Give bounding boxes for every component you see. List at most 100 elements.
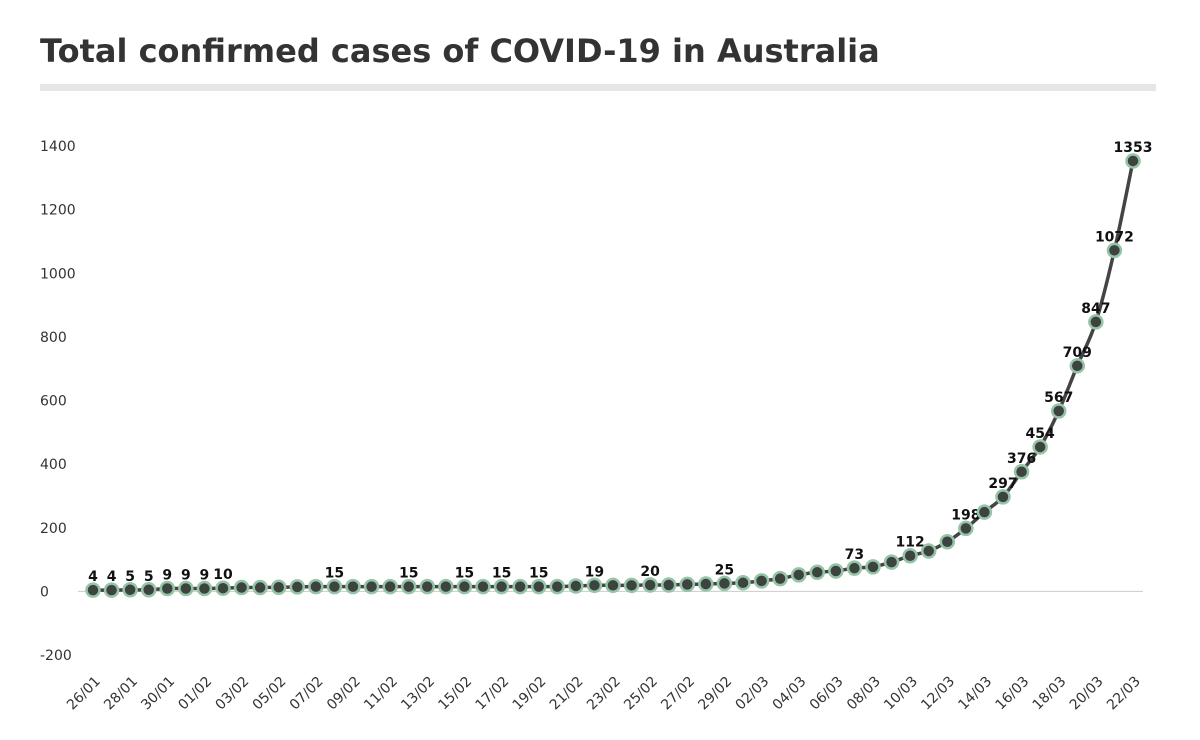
data-point xyxy=(772,570,788,587)
data-point xyxy=(438,578,454,595)
x-tick-label: 10/03 xyxy=(881,674,921,714)
data-point xyxy=(735,575,751,591)
data-point xyxy=(958,520,974,537)
data-label: 567 xyxy=(1044,390,1073,406)
data-point xyxy=(809,564,826,581)
data-point xyxy=(122,582,138,598)
data-point xyxy=(568,578,584,594)
data-point xyxy=(289,579,306,595)
data-point xyxy=(1125,153,1141,169)
x-tick-label: 11/02 xyxy=(361,674,401,714)
x-tick-label: 21/02 xyxy=(547,674,587,714)
data-label: 10 xyxy=(213,567,233,583)
data-point xyxy=(865,559,881,575)
y-tick-label: 0 xyxy=(40,584,49,600)
data-point xyxy=(790,567,807,583)
data-label: 709 xyxy=(1063,345,1092,361)
data-point xyxy=(419,578,436,595)
x-tick-label: 07/02 xyxy=(287,674,327,714)
data-point xyxy=(233,579,250,596)
x-tick-label: 04/03 xyxy=(770,674,810,714)
data-point xyxy=(345,578,361,595)
data-label: 15 xyxy=(325,566,344,582)
x-tick-label: 19/02 xyxy=(510,674,550,714)
data-point xyxy=(363,578,380,595)
y-tick-label: 1400 xyxy=(40,139,76,155)
x-tick-label: 02/03 xyxy=(733,674,773,714)
x-tick-label: 17/02 xyxy=(473,674,513,714)
data-label: 9 xyxy=(162,568,172,584)
data-point xyxy=(493,578,510,595)
data-point xyxy=(512,578,528,595)
y-tick-label: 1000 xyxy=(40,266,76,282)
data-point xyxy=(270,579,287,595)
data-point xyxy=(698,576,714,592)
data-point xyxy=(308,578,324,595)
series-line xyxy=(92,160,1135,592)
data-label: 15 xyxy=(492,566,511,582)
data-label: 5 xyxy=(144,569,154,585)
x-tick-label: 22/03 xyxy=(1104,674,1144,714)
title-rule xyxy=(40,84,1156,91)
data-point xyxy=(530,578,547,595)
data-point xyxy=(400,578,417,595)
data-point xyxy=(716,575,733,592)
x-tick-label: 06/03 xyxy=(807,674,847,714)
data-point xyxy=(605,577,621,594)
x-tick-label: 20/03 xyxy=(1067,674,1107,714)
data-label: 112 xyxy=(896,535,925,551)
x-tick-label: 13/02 xyxy=(398,674,438,714)
x-tick-label: 03/02 xyxy=(213,674,253,714)
data-point xyxy=(846,560,863,576)
x-tick-label: 09/02 xyxy=(324,674,364,714)
data-point xyxy=(642,577,658,593)
data-point xyxy=(1106,242,1123,259)
data-point xyxy=(660,577,677,593)
y-tick-label: 200 xyxy=(40,521,67,537)
data-point xyxy=(215,580,231,596)
data-point xyxy=(995,489,1011,505)
data-point xyxy=(1088,314,1104,330)
x-tick-label: 14/03 xyxy=(955,674,995,714)
data-point xyxy=(902,547,918,564)
data-point xyxy=(326,578,343,595)
data-point xyxy=(623,577,640,594)
data-label: 4 xyxy=(88,569,98,585)
x-tick-label: 18/03 xyxy=(1030,674,1070,714)
data-label: 376 xyxy=(1007,451,1036,467)
x-tick-label: 16/03 xyxy=(993,674,1033,714)
data-label: 20 xyxy=(640,564,660,580)
data-label: 4 xyxy=(107,569,117,585)
data-point xyxy=(1032,439,1048,455)
data-label: 73 xyxy=(845,547,864,563)
x-tick-label: 28/01 xyxy=(101,674,141,714)
data-label: 1072 xyxy=(1095,229,1134,245)
data-label: 9 xyxy=(181,568,191,584)
data-point xyxy=(586,577,603,594)
data-label: 19 xyxy=(585,564,604,580)
data-point xyxy=(753,573,770,589)
data-label: 5 xyxy=(125,569,135,585)
data-point xyxy=(475,578,491,595)
data-point xyxy=(140,582,157,598)
x-tick-label: 30/01 xyxy=(138,674,178,714)
data-point xyxy=(1050,403,1067,419)
data-point xyxy=(252,579,268,596)
data-point xyxy=(178,580,194,597)
data-point xyxy=(103,582,120,598)
data-point xyxy=(976,504,993,520)
x-tick-label: 23/02 xyxy=(584,674,624,714)
data-label: 198 xyxy=(951,507,980,523)
data-label: 9 xyxy=(200,568,210,584)
x-tick-label: 08/03 xyxy=(844,674,884,714)
x-tick-label: 27/02 xyxy=(658,674,698,714)
y-tick-label: 400 xyxy=(40,457,67,473)
data-point xyxy=(382,578,398,595)
x-tick-label: 26/01 xyxy=(64,674,104,714)
data-point xyxy=(85,582,101,598)
data-label: 15 xyxy=(455,566,474,582)
data-point xyxy=(828,563,844,579)
x-tick-label: 29/02 xyxy=(695,674,735,714)
data-point xyxy=(1069,358,1086,374)
